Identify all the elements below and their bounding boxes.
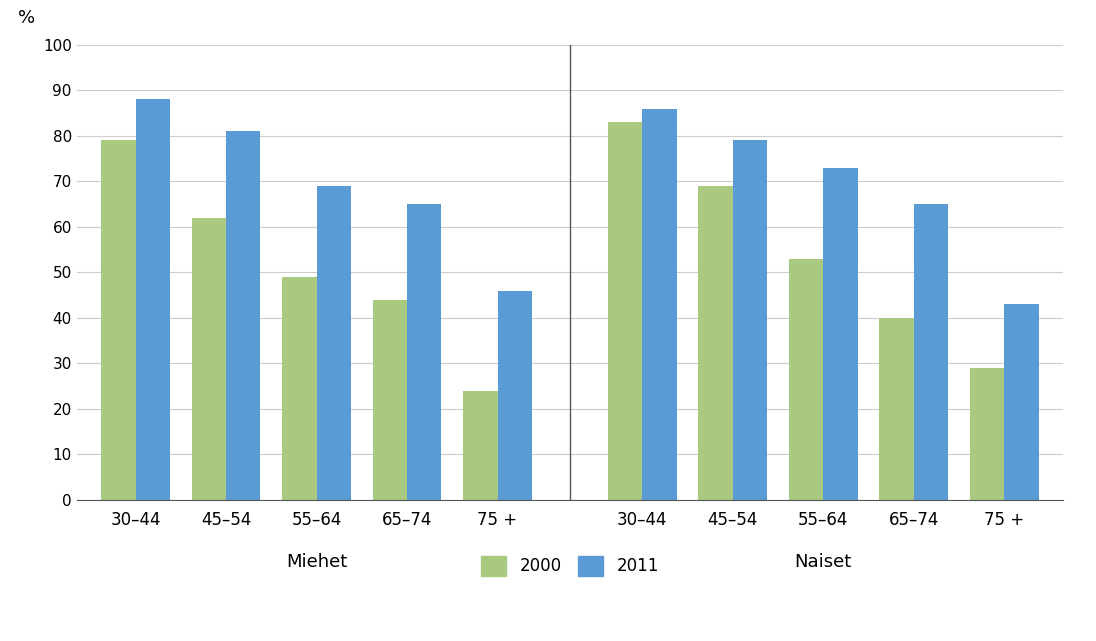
Bar [407, 204, 442, 500]
Bar [823, 168, 858, 500]
Bar [733, 140, 767, 500]
Bar [282, 277, 317, 500]
Bar [970, 368, 1004, 500]
Text: Naiset: Naiset [795, 553, 852, 570]
Bar [226, 131, 261, 500]
Bar [1004, 304, 1039, 500]
Bar [101, 140, 136, 500]
Bar [464, 391, 498, 500]
Bar [317, 186, 351, 500]
Bar [789, 259, 823, 500]
Bar [373, 300, 407, 500]
Bar [498, 290, 532, 500]
Text: Miehet: Miehet [286, 553, 347, 570]
Bar [914, 204, 948, 500]
Bar [192, 218, 226, 500]
Bar [879, 318, 914, 500]
Bar [136, 99, 170, 500]
Legend: 2000, 2011: 2000, 2011 [475, 549, 665, 583]
Bar [698, 186, 733, 500]
Bar [642, 108, 676, 500]
Text: %: % [18, 9, 35, 27]
Bar [608, 122, 642, 500]
